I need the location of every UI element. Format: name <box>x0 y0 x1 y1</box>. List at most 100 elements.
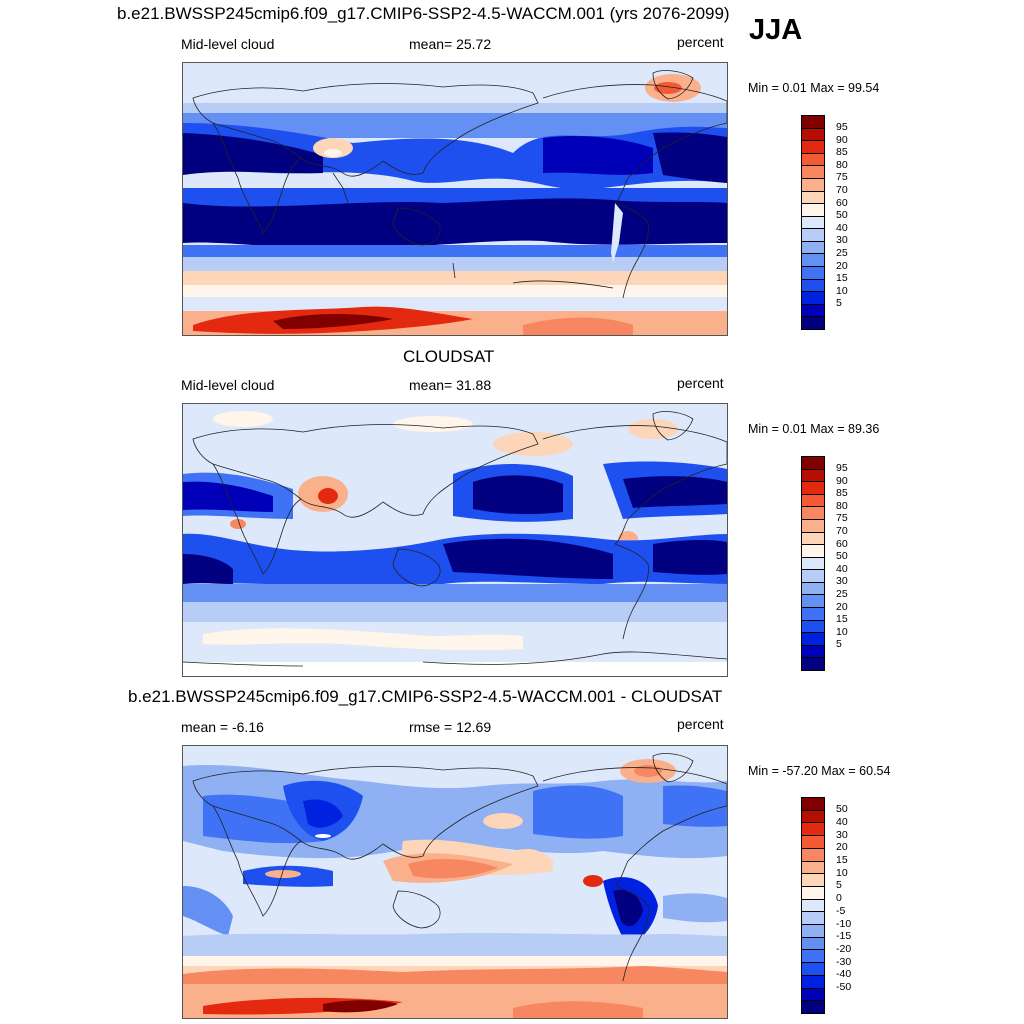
colorbar-box <box>801 822 825 837</box>
colorbar-label: -20 <box>836 942 852 955</box>
panel-2-title: CLOUDSAT <box>403 347 495 366</box>
panel-3-rmse-label: rmse = 12.69 <box>409 719 492 735</box>
colorbar-box <box>801 456 825 470</box>
colorbar-label: 30 <box>836 575 848 588</box>
colorbar-box <box>801 1000 825 1014</box>
colorbar-box <box>801 594 825 609</box>
colorbar-label: 30 <box>836 828 848 841</box>
colorbar-label: 85 <box>836 487 848 500</box>
colorbar-box <box>801 215 825 230</box>
colorbar-box <box>801 481 825 495</box>
colorbar-box <box>801 607 825 621</box>
colorbar-label: 20 <box>836 259 848 272</box>
panel-1-colorbar: 95 90 85 80 75 70 60 50 40 30 25 20 15 10 5 <box>801 115 848 330</box>
colorbar-box <box>801 240 825 255</box>
colorbar-label: -30 <box>836 955 852 968</box>
panel-2-colorbar: 95 90 85 80 75 70 60 50 40 30 25 20 15 10 5 <box>801 456 848 671</box>
panel-3-map <box>182 745 728 1019</box>
panel-3-minmax: Min = -57.20 Max = 60.54 <box>748 764 891 778</box>
colorbar-box <box>801 962 825 976</box>
colorbar-box <box>801 316 825 330</box>
colorbar-label: 50 <box>836 550 848 563</box>
colorbar-box <box>801 165 825 179</box>
colorbar-box <box>801 860 825 875</box>
colorbar-label: 60 <box>836 196 848 209</box>
colorbar-box <box>801 924 825 938</box>
colorbar-box <box>801 809 825 824</box>
panel-2-map <box>182 403 728 677</box>
colorbar-box <box>801 911 825 926</box>
colorbar-box <box>801 152 825 167</box>
colorbar-label: 40 <box>836 815 848 828</box>
colorbar-label: 40 <box>836 562 848 575</box>
colorbar-label: 95 <box>836 121 848 134</box>
panel-2-left-label: Mid-level cloud <box>181 377 275 393</box>
colorbar-box <box>801 569 825 583</box>
colorbar-box <box>801 632 825 646</box>
season-label: JJA <box>749 14 803 46</box>
colorbar-box <box>801 140 825 154</box>
colorbar-label: 85 <box>836 146 848 159</box>
colorbar-box <box>801 644 825 659</box>
colorbar-box <box>801 291 825 305</box>
colorbar-box <box>801 468 825 483</box>
colorbar-label: 75 <box>836 512 848 525</box>
colorbar-box <box>801 847 825 862</box>
colorbar-label: 25 <box>836 246 848 259</box>
colorbar-label: 25 <box>836 587 848 600</box>
colorbar-box <box>801 835 825 849</box>
panel-3-colorbar: 50 40 30 20 15 10 5 0 -5 -10 -15 -20 -30 -40 -50 <box>801 797 851 1014</box>
colorbar-box <box>801 127 825 142</box>
panel-2-minmax: Min = 0.01 Max = 89.36 <box>748 422 880 436</box>
colorbar-label: 70 <box>836 525 848 538</box>
colorbar-box <box>801 987 825 1002</box>
colorbar-label: 50 <box>836 209 848 222</box>
colorbar-box <box>801 228 825 242</box>
colorbar-box <box>801 303 825 318</box>
colorbar-label: -15 <box>836 930 852 943</box>
colorbar-box <box>801 266 825 280</box>
colorbar-box <box>801 518 825 533</box>
colorbar-box <box>801 873 825 887</box>
panel-1-units-label: percent <box>677 34 724 50</box>
panel-1-minmax: Min = 0.01 Max = 99.54 <box>748 81 880 95</box>
colorbar-label: 40 <box>836 221 848 234</box>
colorbar-box <box>801 657 825 671</box>
colorbar-box <box>801 544 825 558</box>
colorbar-box <box>801 556 825 571</box>
colorbar-label: 5 <box>836 297 842 310</box>
colorbar-box <box>801 581 825 596</box>
colorbar-label: 5 <box>836 879 842 892</box>
colorbar-label: 10 <box>836 625 848 638</box>
colorbar-label: 20 <box>836 600 848 613</box>
colorbar-box <box>801 797 825 811</box>
colorbar-label: 50 <box>836 803 848 816</box>
colorbar-box <box>801 885 825 900</box>
colorbar-label: 30 <box>836 234 848 247</box>
colorbar-label: 5 <box>836 638 842 651</box>
panel-3-title: b.e21.BWSSP245cmip6.f09_g17.CMIP6-SSP2-4… <box>128 687 723 706</box>
panel-3-units-label: percent <box>677 716 724 732</box>
colorbar-label: 60 <box>836 537 848 550</box>
colorbar-box <box>801 898 825 913</box>
colorbar-label: 10 <box>836 866 848 879</box>
colorbar-box <box>801 278 825 293</box>
colorbar-box <box>801 177 825 192</box>
colorbar-box <box>801 253 825 268</box>
colorbar-box <box>801 936 825 951</box>
colorbar-label: 90 <box>836 133 848 146</box>
colorbar-label: -5 <box>836 904 846 917</box>
colorbar-label: 10 <box>836 284 848 297</box>
colorbar-label: -50 <box>836 981 852 994</box>
panel-2-units-label: percent <box>677 375 724 391</box>
colorbar-label: 80 <box>836 499 848 512</box>
colorbar-label: 70 <box>836 184 848 197</box>
colorbar-label: 75 <box>836 171 848 184</box>
panel-1-mean-label: mean= 25.72 <box>409 36 492 52</box>
colorbar-label: -10 <box>836 917 852 930</box>
colorbar-label: -40 <box>836 968 852 981</box>
colorbar-box <box>801 619 825 634</box>
colorbar-label: 15 <box>836 272 848 285</box>
colorbar-box <box>801 203 825 217</box>
colorbar-box <box>801 949 825 964</box>
